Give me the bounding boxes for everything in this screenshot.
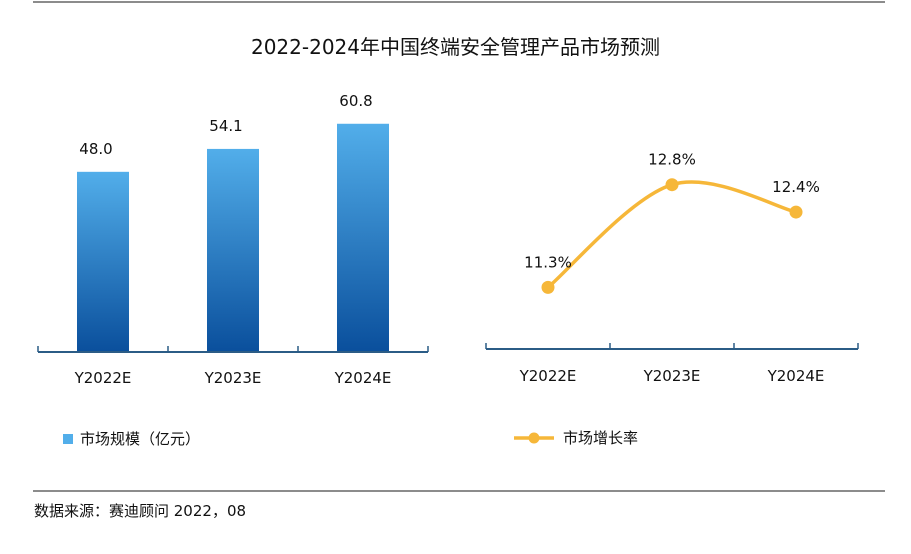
growth-point-Y2023E <box>665 178 679 192</box>
growth-value-label: 11.3% <box>524 253 572 271</box>
legend-line-marker <box>528 432 540 444</box>
growth-line <box>546 180 798 290</box>
growth-value-label: 12.8% <box>648 151 696 169</box>
legend-line-label: 市场增长率 <box>563 429 638 447</box>
x-tick-label: Y2022E <box>74 369 132 387</box>
bar-value-label: 48.0 <box>79 140 112 158</box>
chart-title: 2022-2024年中国终端安全管理产品市场预测 <box>250 35 660 59</box>
bar-chart: 48.0 Y2022E 54.1 Y2023E 60.8 Y2024E 市场规模（亿元） <box>37 92 429 448</box>
x-tick-label: Y2024E <box>767 367 825 385</box>
line-chart: 11.3% Y2022E 12.8% Y2023E 12.4% Y2024E 市场增长率 <box>485 151 859 447</box>
legend-bar-label: 市场规模（亿元） <box>80 430 200 448</box>
x-tick-label: Y2023E <box>204 369 262 387</box>
legend-bar-swatch <box>63 434 73 444</box>
x-tick-label: Y2023E <box>643 367 701 385</box>
growth-value-label: 12.4% <box>772 178 820 196</box>
bottom-rule <box>33 490 885 492</box>
bar-Y2022E <box>77 171 129 352</box>
bar-Y2024E <box>337 123 389 353</box>
top-rule <box>33 1 885 3</box>
bar-value-label: 60.8 <box>339 92 372 110</box>
growth-point-Y2024E <box>789 205 803 219</box>
x-tick-label: Y2024E <box>334 369 392 387</box>
growth-point-Y2022E <box>541 280 555 294</box>
bar-value-label: 54.1 <box>209 117 242 135</box>
x-tick-label: Y2022E <box>519 367 577 385</box>
source-note: 数据来源：赛迪顾问 2022，08 <box>34 502 247 520</box>
bar-Y2023E <box>207 148 259 352</box>
